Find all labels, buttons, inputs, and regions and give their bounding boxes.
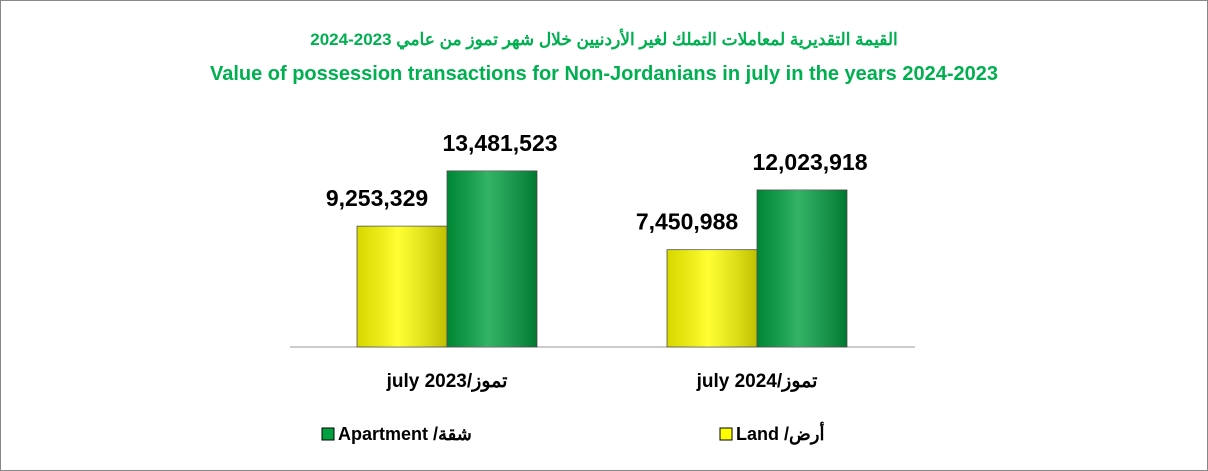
bar-shade: [757, 189, 847, 347]
legend-swatch: [719, 427, 733, 441]
value-label: 12,023,918: [752, 149, 867, 175]
legend-label: Apartment /شقة: [338, 424, 472, 444]
bar-shade: [667, 249, 757, 347]
legend-label: Land /أرض: [736, 422, 824, 445]
bar-shade: [447, 170, 537, 347]
value-label: 7,450,988: [636, 209, 739, 235]
bar-shade: [357, 226, 447, 347]
chart-title: القيمة التقديرية لمعاملات التملك لغير ال…: [310, 30, 898, 49]
chart-subtitle: Value of possession transactions for Non…: [209, 63, 999, 85]
value-label: 13,481,523: [442, 130, 557, 156]
legend-swatch: [321, 427, 335, 441]
value-label: 9,253,329: [326, 185, 428, 211]
x-tick-label: july 2024/تموز: [696, 371, 818, 392]
x-tick-label: july 2023/تموز: [386, 371, 508, 392]
